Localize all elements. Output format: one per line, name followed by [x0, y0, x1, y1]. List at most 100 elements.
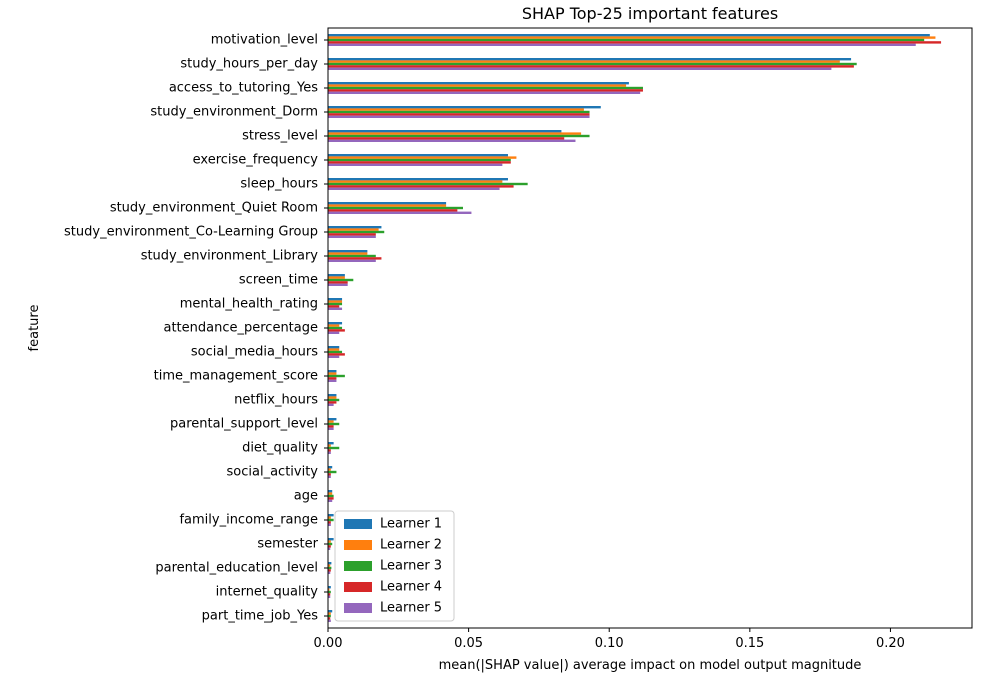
- bar-semester-learner-2: [328, 540, 331, 543]
- bar-family-income-range-learner-2: [328, 516, 331, 519]
- bar-parental-support-level-learner-4: [328, 425, 334, 428]
- y-tick-label: exercise_frequency: [193, 153, 319, 168]
- bar-netflix-hours-learner-4: [328, 401, 337, 404]
- bar-stress-level-learner-1: [328, 130, 562, 133]
- legend-box: [334, 510, 455, 622]
- y-tick-label: study_environment_Dorm: [150, 105, 318, 120]
- y-tick-label: semester: [257, 537, 318, 552]
- bar-study-hours-per-day-learner-4: [328, 65, 854, 68]
- legend-label-learner-2: Learner 2: [380, 538, 442, 553]
- bar-diet-quality-learner-4: [328, 449, 331, 452]
- legend-label-learner-3: Learner 3: [380, 559, 442, 574]
- bars-group: [328, 34, 942, 622]
- bar-part-time-job-yes-learner-5: [328, 619, 331, 622]
- y-tick-label: study_environment_Quiet Room: [110, 201, 318, 216]
- legend-swatch-learner-3: [344, 561, 372, 571]
- bar-time-management-score-learner-1: [328, 370, 337, 373]
- y-tick-label: diet_quality: [242, 441, 318, 456]
- bar-family-income-range-learner-3: [328, 518, 334, 522]
- bar-time-management-score-learner-3: [328, 374, 345, 378]
- plot-frame: [327, 27, 973, 629]
- bar-study-hours-per-day-learner-5: [328, 67, 832, 70]
- bar-netflix-hours-learner-3: [328, 398, 340, 402]
- bar-study-environment-dorm-learner-3: [328, 110, 590, 114]
- bar-social-media-hours-learner-5: [328, 355, 340, 358]
- bar-semester-learner-4: [328, 545, 331, 548]
- bar-exercise-frequency-learner-3: [328, 158, 511, 162]
- legend-label-learner-4: Learner 4: [380, 580, 442, 595]
- bar-semester-learner-5: [328, 547, 331, 550]
- bar-family-income-range-learner-1: [328, 514, 334, 517]
- bar-age-learner-3: [328, 494, 334, 498]
- bar-study-environment-dorm-learner-5: [328, 115, 590, 118]
- bar-study-environment-library-learner-3: [328, 254, 376, 258]
- bar-parental-education-level-learner-2: [328, 564, 331, 567]
- y-tick-label: study_environment_Library: [141, 249, 319, 264]
- bar-part-time-job-yes-learner-2: [328, 612, 331, 615]
- bar-parental-education-level-learner-5: [328, 571, 331, 574]
- bar-social-media-hours-learner-4: [328, 353, 345, 356]
- y-tick-label: parental_support_level: [170, 417, 318, 432]
- bar-diet-quality-learner-5: [328, 451, 331, 454]
- bar-exercise-frequency-learner-4: [328, 161, 511, 164]
- bar-netflix-hours-learner-5: [328, 403, 334, 406]
- x-axis-title: mean(|SHAP value|) average impact on mod…: [439, 658, 862, 673]
- bar-study-environment-quiet-room-learner-5: [328, 211, 472, 214]
- bar-access-to-tutoring-yes-learner-5: [328, 91, 641, 94]
- bar-study-environment-dorm-learner-1: [328, 106, 601, 109]
- bar-age-learner-1: [328, 490, 333, 493]
- bar-parental-support-level-learner-2: [328, 420, 334, 423]
- legend-label-learner-1: Learner 1: [380, 517, 442, 532]
- bar-semester-learner-3: [328, 542, 333, 546]
- y-tick-label: study_environment_Co-Learning Group: [64, 225, 318, 240]
- bar-social-media-hours-learner-1: [328, 346, 340, 349]
- bar-study-environment-dorm-learner-4: [328, 113, 590, 116]
- bar-motivation-level-learner-1: [328, 34, 930, 37]
- y-tick-label: motivation_level: [211, 33, 318, 48]
- legend-swatch-learner-1: [344, 519, 372, 529]
- bar-time-management-score-learner-2: [328, 372, 337, 375]
- y-tick-label: age: [294, 489, 318, 504]
- bar-diet-quality-learner-1: [328, 442, 334, 445]
- bar-study-environment-library-learner-4: [328, 257, 382, 260]
- bar-study-environment-library-learner-2: [328, 252, 368, 255]
- bar-study-environment-co-learning-group-learner-3: [328, 230, 385, 234]
- legend: Learner 1 Learner 2 Learner 3 Learner 4 Lear…: [334, 510, 455, 622]
- bar-part-time-job-yes-learner-3: [328, 614, 331, 618]
- bar-internet-quality-learner-1: [328, 586, 331, 589]
- bar-screen-time-learner-5: [328, 283, 348, 286]
- y-tick-label: social_activity: [227, 465, 319, 480]
- y-tick-label: mental_health_rating: [180, 297, 318, 312]
- bar-age-learner-4: [328, 497, 334, 500]
- y-tick-label: netflix_hours: [234, 393, 318, 408]
- bar-parental-education-level-learner-1: [328, 562, 332, 565]
- bar-attendance-percentage-learner-2: [328, 324, 340, 327]
- bar-parental-education-level-learner-4: [328, 569, 331, 572]
- bar-screen-time-learner-4: [328, 281, 348, 284]
- bar-internet-quality-learner-4: [328, 593, 331, 596]
- bar-part-time-job-yes-learner-1: [328, 610, 333, 613]
- bar-study-environment-co-learning-group-learner-2: [328, 228, 379, 231]
- y-tick-label: social_media_hours: [191, 345, 318, 360]
- bar-stress-level-learner-4: [328, 137, 565, 140]
- bar-access-to-tutoring-yes-learner-1: [328, 82, 629, 85]
- y-axis-title: feature: [27, 305, 42, 352]
- bar-study-hours-per-day-learner-1: [328, 58, 852, 61]
- bar-study-hours-per-day-learner-2: [328, 60, 840, 63]
- y-tick-label: part_time_job_Yes: [202, 609, 319, 624]
- bar-exercise-frequency-learner-2: [328, 156, 517, 159]
- bar-parental-support-level-learner-1: [328, 418, 337, 421]
- x-tick-label: 0.05: [454, 636, 483, 651]
- bar-social-activity-learner-1: [328, 466, 333, 469]
- legend-label-learner-5: Learner 5: [380, 601, 442, 616]
- bar-study-environment-quiet-room-learner-1: [328, 202, 447, 205]
- bar-social-media-hours-learner-3: [328, 350, 343, 354]
- y-tick-label: attendance_percentage: [163, 321, 318, 336]
- bar-parental-education-level-learner-3: [328, 566, 332, 570]
- bar-access-to-tutoring-yes-learner-2: [328, 84, 627, 87]
- y-tick-label: parental_education_level: [155, 561, 318, 576]
- bar-family-income-range-learner-5: [328, 523, 331, 526]
- bar-time-management-score-learner-4: [328, 377, 337, 380]
- x-axis-ticks: 0.00 0.05 0.10 0.15 0.20: [314, 628, 905, 651]
